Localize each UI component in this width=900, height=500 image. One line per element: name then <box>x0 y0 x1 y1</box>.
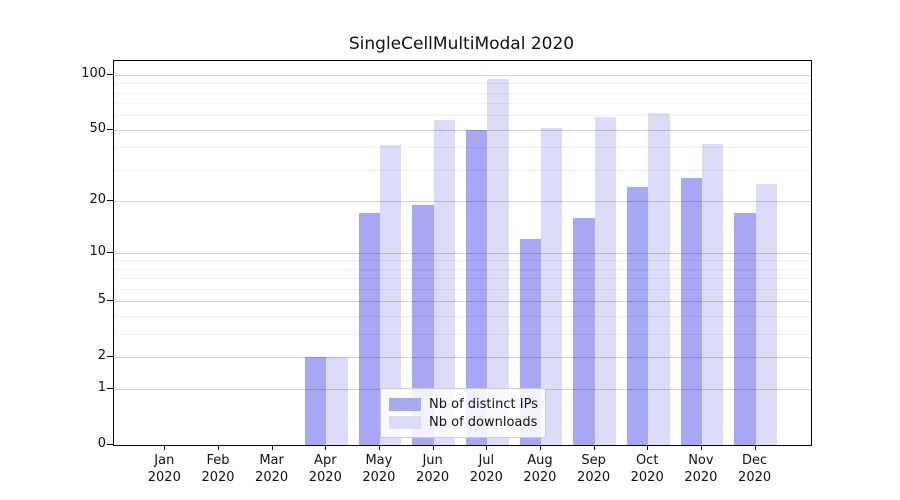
bar-downloads-jul <box>487 79 509 445</box>
chart-title: SingleCellMultiModal 2020 <box>348 34 575 54</box>
bar-downloads-sep <box>594 116 616 445</box>
gridline-major-50 <box>114 129 811 131</box>
gridline-minor-70 <box>114 103 811 105</box>
gridline-minor-7 <box>114 278 811 280</box>
gridline-major-100 <box>114 75 811 76</box>
gridline-minor-80 <box>114 92 811 94</box>
gridline-minor-30 <box>114 169 811 171</box>
x-tick-mark-mar <box>271 445 273 450</box>
x-tick-mark-jun <box>432 445 434 450</box>
bar-downloads-aug <box>540 128 563 445</box>
x-tick-label-jan: Jan 2020 <box>147 453 181 485</box>
y-tick-mark-50 <box>107 128 113 130</box>
x-tick-label-apr: Apr 2020 <box>308 453 342 485</box>
x-tick-mark-jul <box>486 445 488 450</box>
bar-distinct-ips-dec <box>734 213 756 445</box>
x-tick-label-jul: Jul 2020 <box>469 453 503 485</box>
legend-label-downloads: Nb of downloads <box>429 414 538 430</box>
bar-downloads-jun <box>433 119 455 445</box>
gridline-major-10 <box>114 252 811 254</box>
gridline-major-20 <box>114 200 811 202</box>
x-tick-mark-nov <box>700 445 702 450</box>
legend-item-downloads: Nb of downloads <box>381 415 545 430</box>
gridline-minor-3 <box>114 333 811 335</box>
plot-area: Nb of distinct IPs Nb of downloads <box>113 60 812 446</box>
bar-distinct-ips-jul <box>465 129 488 445</box>
x-tick-label-oct: Oct 2020 <box>630 453 664 485</box>
y-tick-label-0: 0 <box>97 436 106 451</box>
y-tick-label-5: 5 <box>97 292 106 308</box>
y-tick-mark-100 <box>107 74 113 75</box>
gridline-major-5 <box>114 301 811 303</box>
bar-distinct-ips-nov <box>680 177 702 445</box>
x-tick-label-may: May 2020 <box>362 453 396 485</box>
x-tick-label-dec: Dec 2020 <box>738 453 772 485</box>
legend-swatch-distinct-ips <box>389 397 421 411</box>
gridline-minor-60 <box>114 115 811 117</box>
legend-item-distinct-ips: Nb of distinct IPs <box>381 397 545 412</box>
y-tick-mark-0 <box>107 444 113 445</box>
y-tick-label-50: 50 <box>89 120 106 136</box>
x-tick-label-jun: Jun 2020 <box>416 453 450 485</box>
y-tick-mark-5 <box>107 300 113 302</box>
x-tick-label-nov: Nov 2020 <box>684 453 718 485</box>
legend: Nb of distinct IPs Nb of downloads <box>380 388 546 438</box>
gridline-minor-4 <box>114 316 811 317</box>
y-tick-label-20: 20 <box>89 191 106 207</box>
gridline-minor-9 <box>114 260 811 262</box>
x-tick-mark-jan <box>164 445 166 450</box>
x-tick-label-sep: Sep 2020 <box>577 453 611 485</box>
x-tick-mark-feb <box>218 445 219 450</box>
y-tick-mark-1 <box>107 388 113 390</box>
x-tick-mark-apr <box>325 445 327 450</box>
bar-distinct-ips-oct <box>626 186 649 445</box>
y-tick-mark-10 <box>107 251 113 253</box>
bar-downloads-may <box>379 145 402 445</box>
bar-downloads-nov <box>701 143 724 445</box>
x-tick-mark-may <box>378 445 380 450</box>
x-tick-label-aug: Aug 2020 <box>523 453 557 485</box>
legend-label-distinct-ips: Nb of distinct IPs <box>429 396 538 412</box>
x-tick-mark-aug <box>539 445 541 450</box>
gridline-minor-8 <box>114 268 811 270</box>
bar-downloads-dec <box>755 183 777 445</box>
x-tick-label-feb: Feb 2020 <box>201 453 235 485</box>
x-tick-label-mar: Mar 2020 <box>255 453 289 485</box>
gridline-minor-6 <box>114 289 811 290</box>
x-tick-mark-dec <box>754 445 756 450</box>
y-tick-label-2: 2 <box>97 347 106 363</box>
bar-distinct-ips-apr <box>304 356 327 445</box>
x-tick-mark-oct <box>647 445 649 450</box>
bar-distinct-ips-may <box>358 213 380 445</box>
bar-distinct-ips-jun <box>412 204 434 445</box>
gridline-major-2 <box>114 356 811 358</box>
bar-distinct-ips-sep <box>573 217 595 445</box>
x-tick-mark-sep <box>593 445 595 450</box>
legend-swatch-downloads <box>389 415 421 429</box>
gridline-minor-40 <box>114 147 811 149</box>
y-tick-mark-2 <box>107 355 113 357</box>
bar-downloads-oct <box>648 112 670 445</box>
gridline-minor-90 <box>114 83 811 85</box>
bar-downloads-apr <box>326 356 348 445</box>
y-tick-label-100: 100 <box>81 66 106 81</box>
y-tick-mark-20 <box>107 199 113 201</box>
y-tick-label-10: 10 <box>89 243 106 259</box>
y-tick-label-1: 1 <box>97 380 106 396</box>
